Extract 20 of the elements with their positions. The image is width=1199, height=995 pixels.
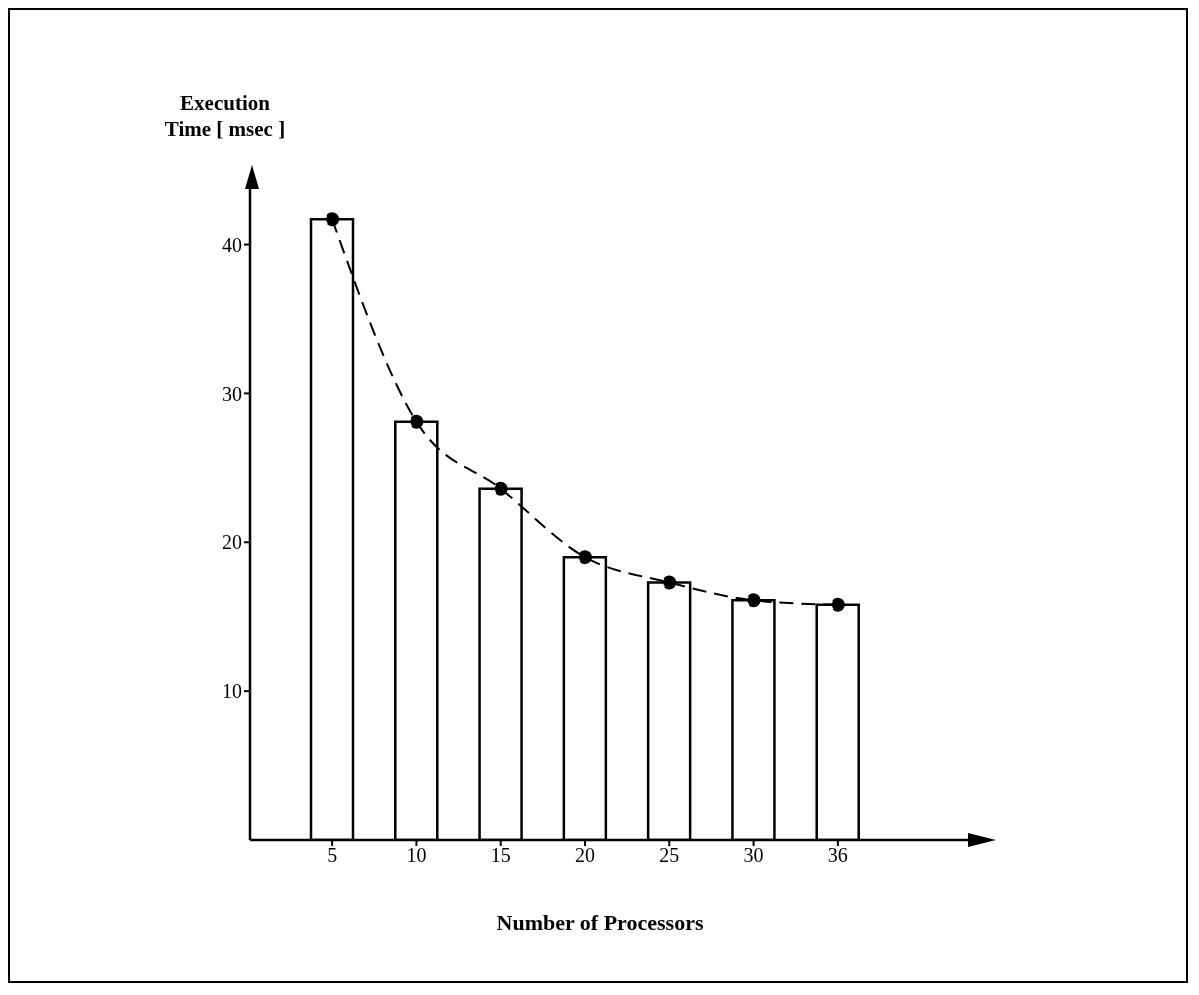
x-tick-label: 10	[406, 844, 427, 867]
point	[662, 575, 677, 590]
x-tick-label: 36	[827, 844, 848, 867]
point	[409, 414, 424, 429]
point	[325, 212, 340, 227]
x-tick-label: 5	[327, 844, 338, 867]
y-tick-label: 10	[222, 680, 242, 703]
x-tick-label: 15	[490, 844, 511, 867]
point	[493, 481, 508, 496]
x-axis-title: Number of Processors	[495, 910, 705, 936]
y-tick-label: 30	[222, 382, 242, 405]
point	[830, 597, 845, 612]
x-tick-label: 20	[575, 844, 595, 867]
point	[746, 593, 761, 608]
y-axis-title: Execution Time [ msec ]	[163, 90, 287, 142]
y-tick-label: 20	[222, 531, 242, 554]
x-tick-label: 25	[659, 844, 680, 867]
y-tick-label: 40	[222, 233, 242, 256]
point	[578, 550, 592, 565]
x-tick-label: 30	[743, 844, 764, 867]
